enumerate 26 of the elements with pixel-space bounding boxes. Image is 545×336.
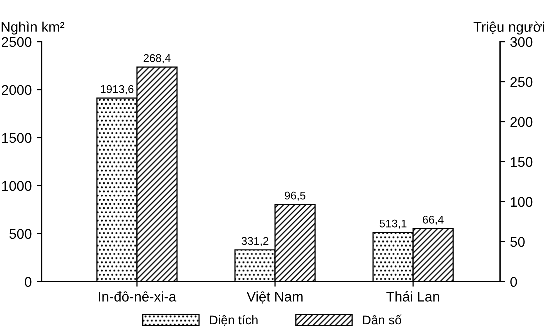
y2-tick-label: 100 [511, 197, 533, 208]
y2-tick-label: 250 [510, 77, 533, 88]
y-tick-label: 0 [25, 277, 32, 288]
y2-tick-label: 300 [510, 37, 533, 48]
y-tick-label: 2500 [2, 37, 32, 48]
data-label: 331,2 [242, 237, 269, 246]
y-axis-title: Nghìn km² [2, 22, 65, 35]
y2-axis-title: Triệu người [474, 22, 545, 35]
y-tick-label: 2000 [2, 85, 32, 96]
legend-label: Diện tích [210, 315, 258, 326]
data-label: 513,1 [380, 220, 407, 230]
data-label: 66,4 [423, 216, 444, 226]
y2-tick-label: 200 [510, 117, 533, 128]
y2-tick-label: 150 [511, 157, 533, 168]
y2-tick-label: 0 [510, 277, 518, 288]
data-label: 268,4 [144, 54, 171, 64]
y-tick-label: 1500 [2, 133, 32, 144]
legend-label: Dân số [363, 314, 402, 325]
x-tick-label: Việt Nam [246, 292, 303, 304]
x-tick-label: Thái Lan [386, 291, 440, 302]
y-tick-label: 1000 [2, 181, 32, 192]
x-tick-label: In-đô-nê-xi-a [99, 292, 177, 302]
data-label: 96,5 [285, 192, 306, 202]
data-label: 1913,6 [101, 85, 134, 95]
y2-tick-label: 50 [510, 237, 525, 248]
y-tick-label: 500 [10, 229, 32, 240]
